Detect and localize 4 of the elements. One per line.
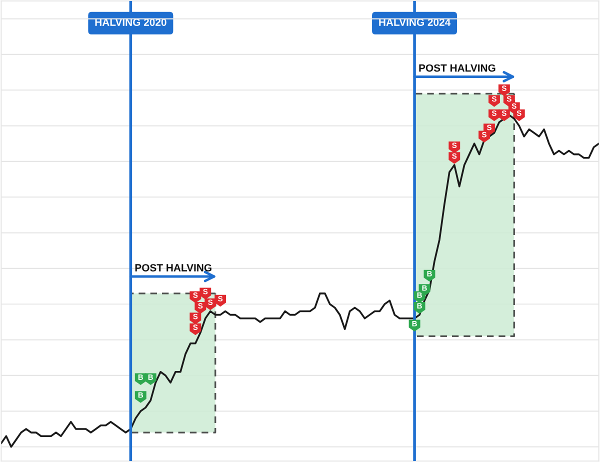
- annotation: POST HALVING: [135, 264, 212, 272]
- x-tick-label: HALVING 2024: [379, 18, 451, 26]
- x-tick-label: HALVING 2020: [95, 18, 166, 26]
- text: POST HALVING: [419, 64, 496, 72]
